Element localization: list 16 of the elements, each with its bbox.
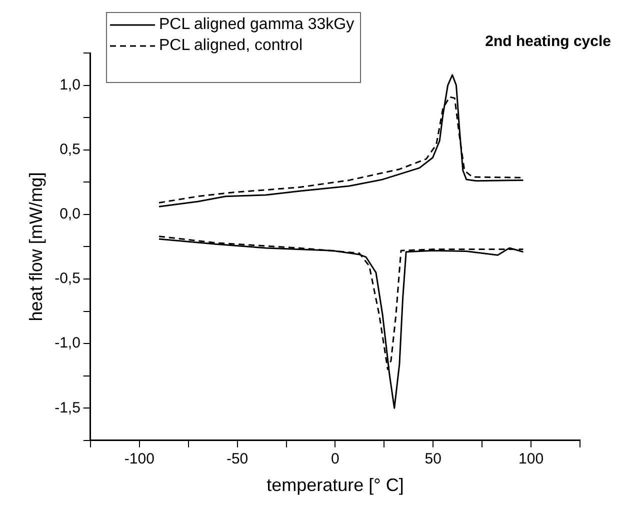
legend-label: PCL aligned, control (159, 36, 302, 54)
x-tick-label: 50 (424, 450, 442, 468)
x-tick-label: -100 (124, 450, 154, 468)
y-tick-label: 0,0 (60, 206, 80, 223)
y-tick-label: 1,0 (60, 76, 80, 94)
chart-title: 2nd heating cycle (485, 33, 611, 50)
x-tick-label: 100 (518, 450, 544, 468)
y-axis-title: heat flow [mW/mg] (26, 172, 46, 322)
x-tick-label: 0 (331, 450, 340, 468)
y-tick-label: -1,0 (54, 334, 80, 352)
x-axis-title: temperature [° C] (266, 475, 404, 496)
legend-label: PCL aligned gamma 33kGy (159, 16, 354, 34)
x-tick-label: -50 (226, 450, 248, 468)
y-tick-label: -1,5 (54, 399, 80, 416)
y-tick-label: -0,5 (54, 270, 80, 288)
y-tick-label: 0,5 (60, 140, 80, 158)
